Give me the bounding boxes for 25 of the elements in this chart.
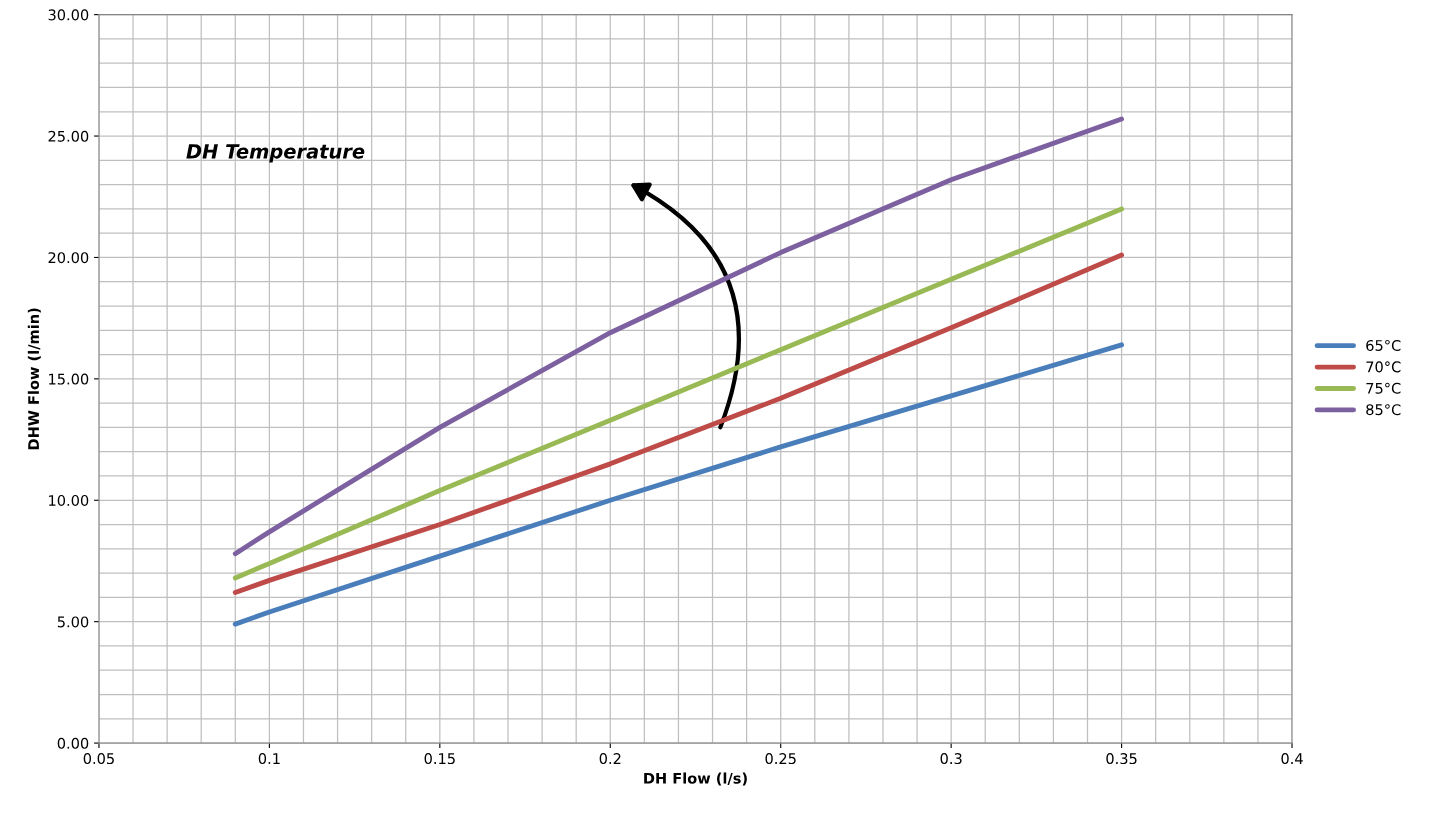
x-tick-label: 0.05	[83, 753, 114, 765]
legend-label: 85°C	[1366, 404, 1401, 416]
x-tick-label: 0.15	[424, 753, 455, 765]
x-tick-label: 0.35	[1106, 753, 1137, 765]
y-tick-label: 15.00	[49, 373, 89, 385]
y-tick-label: 5.00	[57, 616, 89, 628]
x-axis-title: DH Flow (l/s)	[644, 772, 747, 786]
x-tick-label: 0.1	[258, 753, 280, 765]
y-tick-label: 30.00	[48, 9, 89, 21]
legend-label: 70°C	[1366, 361, 1401, 373]
line-series	[232, 342, 1125, 627]
y-tick-label: 25.00	[48, 130, 89, 142]
line-series	[232, 252, 1125, 595]
x-tick-label: 0.4	[1281, 753, 1303, 765]
y-axis-title: DHW Flow (l/min)	[27, 308, 41, 450]
legend-label: 65°C	[1366, 339, 1401, 351]
y-tick-label: 20.00	[48, 252, 89, 264]
y-tick-label: 0.00	[57, 737, 89, 749]
line-series	[232, 206, 1125, 581]
x-tick-label: 0.2	[599, 753, 621, 765]
x-tick-label: 0.3	[940, 753, 962, 765]
y-tick-label: 10.00	[49, 494, 89, 507]
annotation: DH Temperature	[186, 144, 365, 163]
x-tick-label: 0.25	[765, 753, 796, 765]
legend-label: 75°C	[1366, 382, 1401, 394]
